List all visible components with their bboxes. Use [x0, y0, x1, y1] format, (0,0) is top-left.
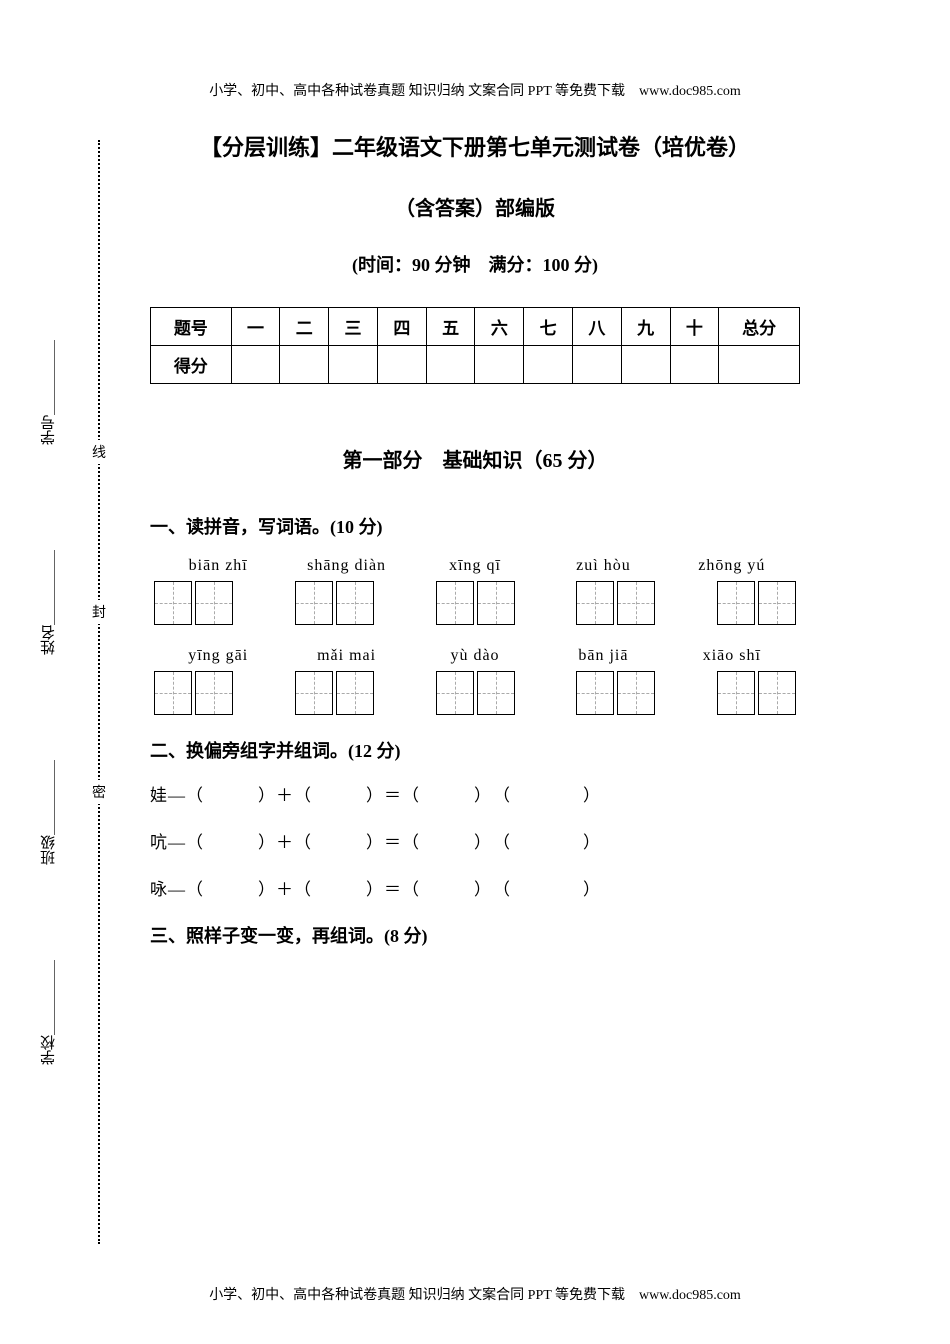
col-7: 七 — [524, 308, 573, 346]
score-cell[interactable] — [670, 346, 719, 384]
q2-line[interactable]: 娃—（ ）＋（ ）＝（ ） （ ） — [150, 781, 800, 806]
pinyin: biān zhī — [154, 557, 282, 575]
page-footer: 小学、初中、高中各种试卷真题 知识归纳 文案合同 PPT 等免费下载 www.d… — [0, 1284, 950, 1304]
row2-label: 得分 — [151, 346, 232, 384]
answer-boxes[interactable] — [154, 671, 233, 715]
col-4: 四 — [377, 308, 426, 346]
score-cell[interactable] — [524, 346, 573, 384]
q3-title: 三、照样子变一变，再组词。(8 分) — [150, 922, 800, 948]
col-10: 十 — [670, 308, 719, 346]
score-cell[interactable] — [426, 346, 475, 384]
q1-pinyin-row2: yīng gāi mǎi mai yù dào bān jiā xiāo shī — [150, 647, 800, 665]
q1-boxes-row2 — [150, 671, 800, 715]
q1-boxes-row1 — [150, 581, 800, 625]
score-cell[interactable] — [621, 346, 670, 384]
q2-title: 二、换偏旁组字并组词。(12 分) — [150, 737, 800, 763]
score-cell[interactable] — [231, 346, 280, 384]
pinyin: bān jiā — [539, 647, 667, 665]
pinyin: zhōng yú — [668, 557, 796, 575]
col-total: 总分 — [719, 308, 800, 346]
page-content: 小学、初中、高中各种试卷真题 知识归纳 文案合同 PPT 等免费下载 www.d… — [0, 0, 950, 1006]
pinyin: shāng diàn — [282, 557, 410, 575]
q1-title: 一、读拼音，写词语。(10 分) — [150, 513, 800, 539]
score-cell[interactable] — [719, 346, 800, 384]
answer-boxes[interactable] — [295, 581, 374, 625]
page-header: 小学、初中、高中各种试卷真题 知识归纳 文案合同 PPT 等免费下载 www.d… — [150, 80, 800, 100]
exam-title: 【分层训练】二年级语文下册第七单元测试卷（培优卷） — [150, 130, 800, 162]
score-cell[interactable] — [377, 346, 426, 384]
pinyin: xiāo shī — [668, 647, 796, 665]
q2-line[interactable]: 吭—（ ）＋（ ）＝（ ） （ ） — [150, 828, 800, 853]
score-cell[interactable] — [573, 346, 622, 384]
score-value-row: 得分 — [151, 346, 800, 384]
pinyin: zuì hòu — [539, 557, 667, 575]
col-label: 题号 — [151, 308, 232, 346]
answer-boxes[interactable] — [295, 671, 374, 715]
answer-boxes[interactable] — [436, 581, 515, 625]
answer-boxes[interactable] — [576, 581, 655, 625]
col-5: 五 — [426, 308, 475, 346]
pinyin: xīng qī — [411, 557, 539, 575]
score-header-row: 题号 一 二 三 四 五 六 七 八 九 十 总分 — [151, 308, 800, 346]
pinyin: mǎi mai — [282, 647, 410, 665]
col-8: 八 — [573, 308, 622, 346]
answer-boxes[interactable] — [154, 581, 233, 625]
q2-line[interactable]: 咏—（ ）＋（ ）＝（ ） （ ） — [150, 875, 800, 900]
q1-pinyin-row1: biān zhī shāng diàn xīng qī zuì hòu zhōn… — [150, 557, 800, 575]
answer-boxes[interactable] — [576, 671, 655, 715]
col-2: 二 — [280, 308, 329, 346]
score-cell[interactable] — [280, 346, 329, 384]
exam-timing: (时间：90 分钟 满分：100 分) — [150, 251, 800, 277]
score-cell[interactable] — [329, 346, 378, 384]
col-9: 九 — [621, 308, 670, 346]
pinyin: yīng gāi — [154, 647, 282, 665]
col-3: 三 — [329, 308, 378, 346]
col-1: 一 — [231, 308, 280, 346]
score-cell[interactable] — [475, 346, 524, 384]
answer-boxes[interactable] — [717, 671, 796, 715]
col-6: 六 — [475, 308, 524, 346]
exam-subtitle: （含答案）部编版 — [150, 192, 800, 221]
pinyin: yù dào — [411, 647, 539, 665]
score-table: 题号 一 二 三 四 五 六 七 八 九 十 总分 得分 — [150, 307, 800, 384]
section-1-title: 第一部分 基础知识（65 分） — [150, 444, 800, 473]
answer-boxes[interactable] — [717, 581, 796, 625]
answer-boxes[interactable] — [436, 671, 515, 715]
